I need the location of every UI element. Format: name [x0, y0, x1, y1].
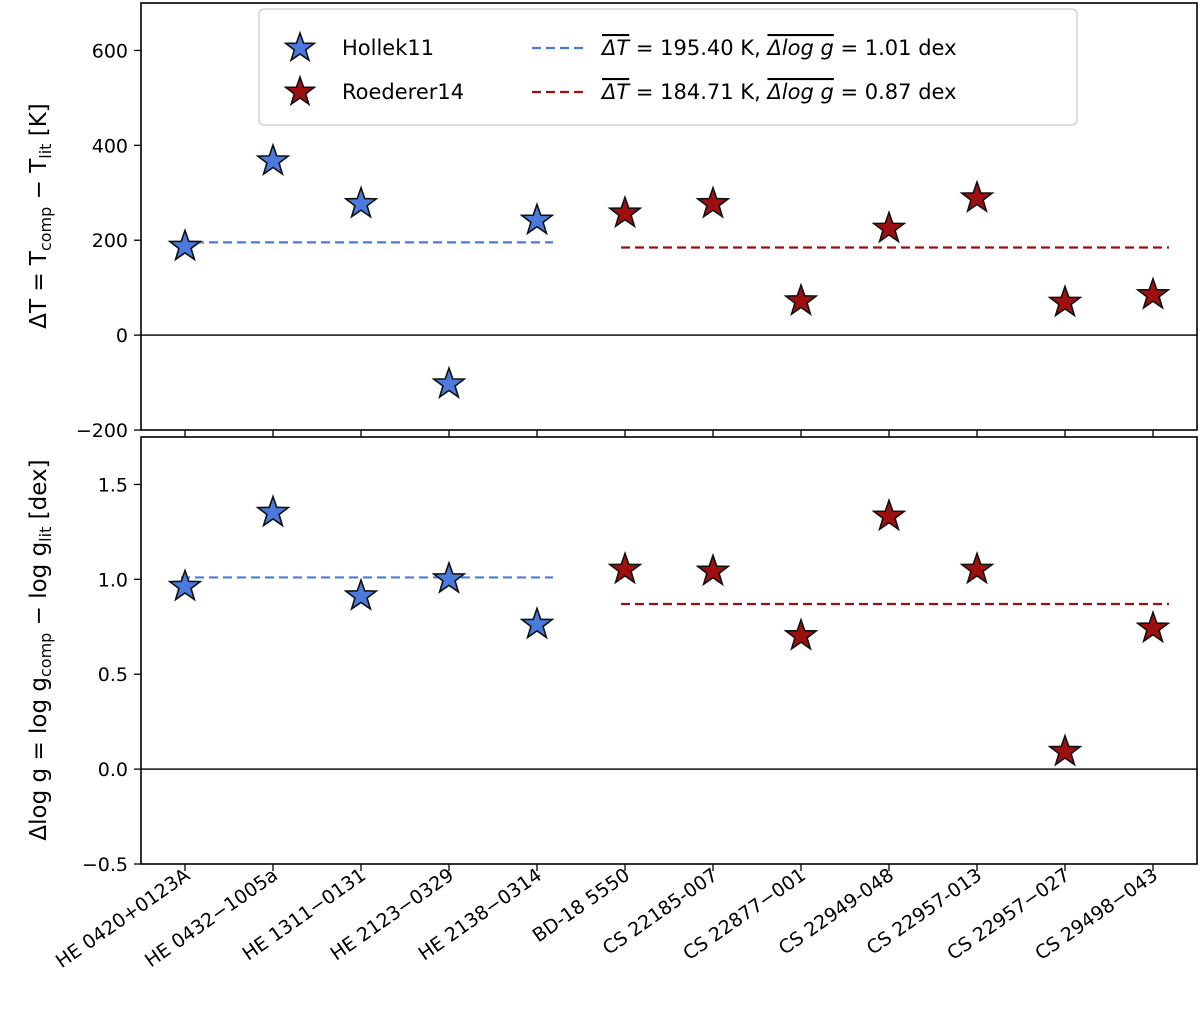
delta-t-point-hollek11 [519, 201, 555, 236]
delta-t-point-hollek11 [255, 142, 291, 176]
delta-t-point-roederer14 [783, 282, 819, 316]
delta-logg-y-tick-label: −0.5 [82, 854, 128, 876]
legend-label-hollek11: Hollek11 [342, 36, 434, 60]
delta-logg-y-tick-label: 0.0 [98, 759, 128, 781]
delta-t-panel: −200 0 200 400 600 ΔT = Tcomp − Tlit [K] Hol… [26, 2, 1198, 442]
legend-marker-roederer14 [283, 74, 317, 107]
delta-t-y-tick-label: 200 [92, 230, 128, 252]
delta-logg-point-roederer14 [783, 617, 819, 651]
delta-logg-y-axis-label: Δlog g = log gcomp − log glit [dex] [26, 459, 55, 840]
delta-logg-panel: −0.5 0.0 0.5 1.0 1.5 Δlog g = log gcomp − lo… [26, 436, 1198, 876]
delta-logg-point-hollek11 [343, 577, 379, 611]
delta-logg-point-roederer14 [959, 551, 995, 585]
delta-logg-point-roederer14 [1047, 733, 1083, 767]
delta-logg-point-hollek11 [255, 494, 291, 528]
delta-t-point-hollek11 [167, 228, 203, 262]
delta-logg-point-roederer14 [1135, 609, 1171, 644]
legend: Hollek11 Roederer14 ΔT = 195.40 K, Δlog g … [258, 8, 1078, 126]
delta-logg-point-roederer14 [695, 552, 731, 587]
delta-logg-point-hollek11 [431, 560, 467, 594]
legend-box [258, 8, 1078, 126]
delta-logg-axes-frame [140, 436, 1198, 865]
delta-logg-point-roederer14 [871, 497, 907, 532]
delta-t-y-axis-label: ΔT = Tcomp − Tlit [K] [26, 103, 55, 329]
delta-logg-y-tick-label: 1.0 [98, 569, 128, 591]
delta-t-point-roederer14 [959, 179, 995, 213]
delta-t-y-tick-label: 400 [92, 135, 128, 157]
delta-t-point-roederer14 [1135, 276, 1171, 310]
delta-t-point-roederer14 [695, 185, 731, 219]
delta-t-y-tick-label: 0 [116, 325, 128, 347]
delta-t-point-roederer14 [871, 210, 907, 244]
legend-marker-hollek11 [283, 30, 317, 63]
delta-t-y-tick-label: −200 [76, 420, 128, 442]
delta-t-point-roederer14 [607, 194, 643, 229]
delta-logg-point-hollek11 [167, 568, 203, 602]
delta-logg-y-tick-label: 0.5 [98, 664, 128, 686]
delta-t-axes-frame [140, 2, 1198, 431]
delta-logg-y-tick-label: 1.5 [98, 474, 128, 496]
delta-logg-point-roederer14 [607, 551, 643, 585]
legend-mean-label: ΔT = 184.71 K, Δlog g = 0.87 dex [600, 80, 957, 104]
delta-t-point-roederer14 [1047, 284, 1083, 318]
delta-t-y-tick-label: 600 [92, 40, 128, 62]
legend-label-roederer14: Roederer14 [342, 80, 464, 104]
delta-logg-point-hollek11 [519, 606, 555, 640]
delta-t-point-hollek11 [343, 185, 379, 219]
legend-mean-label: ΔT = 195.40 K, Δlog g = 1.01 dex [600, 36, 957, 60]
delta-t-point-hollek11 [431, 365, 467, 399]
